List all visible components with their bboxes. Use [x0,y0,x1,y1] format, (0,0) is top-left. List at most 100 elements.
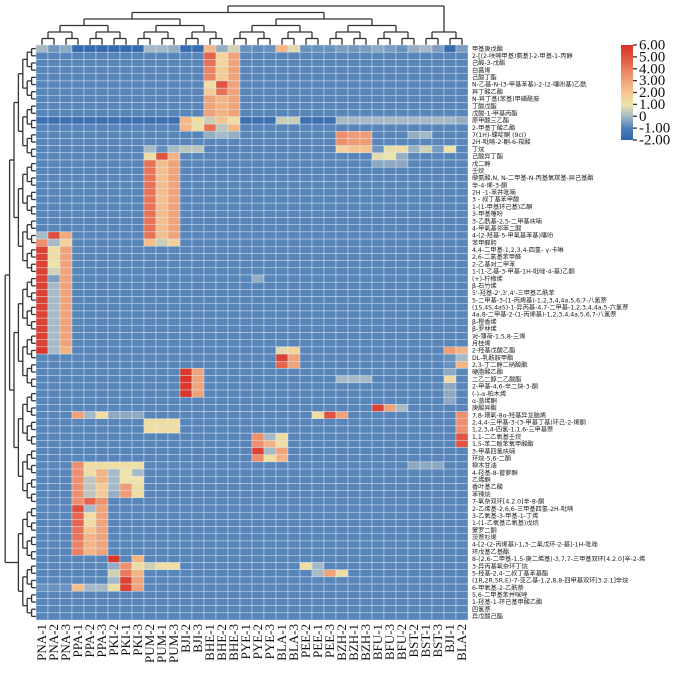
heatmap-cell [287,138,301,146]
row-label: 缬氨酸,N, N-二甲基-N-丙基氧羰基-异己基酯 [472,174,594,182]
heatmap-cell [167,562,181,570]
heatmap-cell [107,519,121,527]
heatmap-cell [179,389,193,398]
heatmap-cell [395,44,409,53]
heatmap-cell [371,210,385,218]
heatmap-cell [47,490,61,499]
heatmap-cell [443,504,457,513]
heatmap-cell [143,332,157,340]
heatmap-cell [83,418,97,427]
heatmap-cell [119,138,133,146]
heatmap-cell [443,145,457,154]
heatmap-cell [299,51,313,60]
heatmap-cell [215,317,229,326]
heatmap-cell [431,511,445,520]
row-label: 2-乙基对二甲苯 [472,260,515,268]
heatmap-cell [455,95,469,103]
heatmap-cell [371,382,385,391]
heatmap-cell [143,389,157,398]
heatmap-cell [287,454,301,463]
heatmap-cell [455,346,469,355]
heatmap-cell [155,483,169,491]
heatmap-cell [143,404,157,412]
heatmap-cell [155,504,169,513]
heatmap-cell [443,425,457,434]
heatmap-cell [407,210,421,218]
heatmap-cell [335,274,349,283]
heatmap-cell [299,159,313,168]
heatmap-cell [359,231,373,240]
heatmap-cell [335,325,349,333]
row-label: 壬烷 [472,167,484,175]
heatmap-cell [455,555,469,563]
heatmap-cell [455,432,469,441]
heatmap-cell [155,59,169,67]
heatmap-cell [455,217,469,225]
heatmap-cell [143,591,157,599]
heatmap-cell [95,612,109,621]
heatmap-cell [323,238,337,247]
heatmap-cell [407,425,421,434]
heatmap-cell [131,66,145,74]
heatmap-cell [395,174,409,182]
heatmap-cell [383,598,397,606]
heatmap-cell [227,526,241,534]
heatmap-cell [131,361,145,369]
heatmap-cell [227,555,241,563]
heatmap-cell [119,123,133,132]
heatmap-cell [395,425,409,434]
heatmap-cell [143,267,157,276]
heatmap-cell [323,44,337,53]
heatmap-cell [95,483,109,491]
heatmap-cell [155,461,169,470]
heatmap-cell [371,246,385,254]
heatmap-cell [119,332,133,340]
heatmap-cell [191,303,205,312]
heatmap-cell [59,274,73,283]
heatmap-cell [215,418,229,427]
heatmap-cell [179,440,193,448]
heatmap-cell [371,281,385,290]
heatmap-cell [371,447,385,455]
heatmap-cell [203,339,217,348]
heatmap-cell [47,425,61,434]
heatmap-cell [431,51,445,60]
heatmap-cell [71,224,85,233]
heatmap-cell [119,497,133,506]
heatmap-cell [107,159,121,168]
heatmap-cell [239,202,253,211]
heatmap-cell [455,425,469,434]
heatmap-cell [83,260,97,269]
heatmap-cell [443,382,457,391]
heatmap-cell [155,195,169,204]
heatmap-cell [275,432,289,441]
heatmap-cell [311,533,325,542]
heatmap-cell [227,476,241,484]
heatmap-cell [179,576,193,585]
heatmap-cell [383,569,397,578]
heatmap-cell [299,346,313,355]
heatmap-cell [431,267,445,276]
heatmap-cell [407,80,421,89]
heatmap-cell [395,526,409,534]
heatmap-cell [287,497,301,506]
heatmap-cell [335,95,349,103]
heatmap-cell [167,418,181,427]
heatmap-cell [347,238,361,247]
heatmap-cell [107,80,121,89]
heatmap-cell [47,317,61,326]
heatmap-cell [383,576,397,585]
heatmap-cell [47,267,61,276]
heatmap-cell [383,583,397,592]
heatmap-cell [395,59,409,67]
heatmap-cell [155,468,169,477]
heatmap-cell [215,325,229,333]
heatmap-cell [335,181,349,189]
heatmap-cell [203,353,217,362]
heatmap-cell [323,296,337,304]
heatmap-cell [203,540,217,549]
heatmap-cell [347,332,361,340]
heatmap-cell [215,353,229,362]
heatmap-cell [239,109,253,118]
heatmap-cell [443,454,457,463]
